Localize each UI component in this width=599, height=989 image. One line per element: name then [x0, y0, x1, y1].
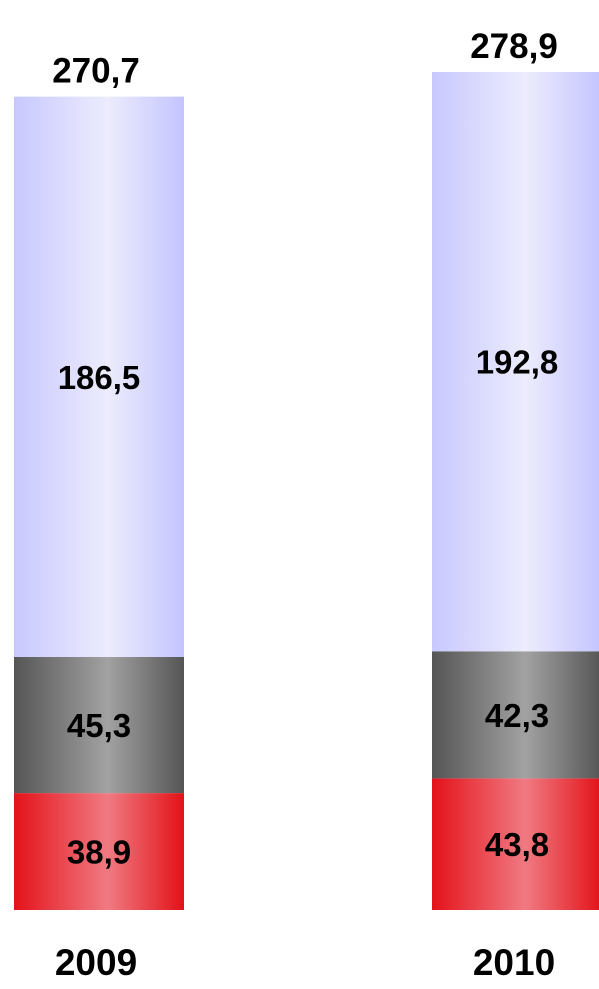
data-label-2009-1: 45,3 [67, 707, 131, 744]
bar-segment-2009-2 [14, 96, 184, 658]
bar-segment-2009-1 [14, 657, 184, 794]
labels-layer: 38,9 45,3 186,5 270,7 2009 43,8 42,3 192,8 278,9… [52, 27, 558, 983]
bar-segment-2009-0 [14, 793, 184, 910]
data-label-2010-2: 192,8 [476, 344, 559, 381]
total-label-2010: 278,9 [470, 27, 558, 66]
bar-segment-2010-2 [432, 72, 599, 652]
data-label-2009-2: 186,5 [58, 359, 141, 396]
data-label-2009-0: 38,9 [67, 834, 131, 871]
bar-segment-2010-0 [432, 778, 599, 910]
data-label-2010-0: 43,8 [485, 826, 549, 863]
bar-segment-2010-1 [432, 651, 599, 779]
data-label-2010-1: 42,3 [485, 697, 549, 734]
category-label-2009: 2009 [55, 942, 137, 983]
total-label-2009: 270,7 [52, 52, 140, 91]
bars-layer [14, 72, 599, 910]
category-label-2010: 2010 [473, 942, 555, 983]
